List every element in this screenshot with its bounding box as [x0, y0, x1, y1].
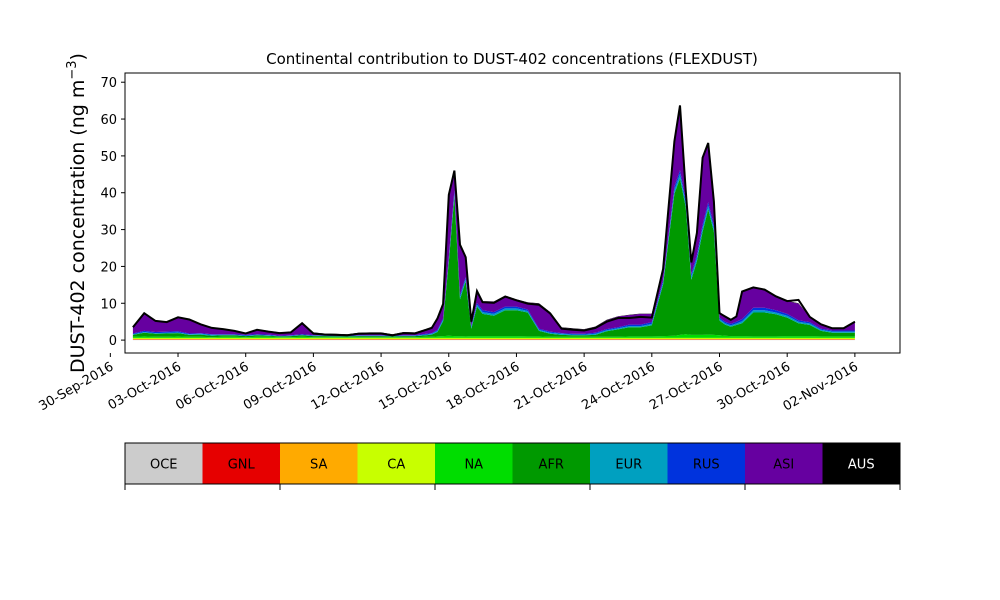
chart-title: Continental contribution to DUST-402 con…: [266, 50, 758, 68]
y-tick-label: 50: [100, 150, 117, 165]
y-tick-label: 0: [109, 334, 117, 349]
legend-label-rus: RUS: [693, 458, 720, 473]
legend-label-asi: ASI: [773, 458, 794, 473]
legend-label-oce: OCE: [150, 458, 178, 473]
legend-swatch-afr: [512, 443, 591, 484]
legend-swatch-eur: [590, 443, 668, 484]
legend-swatch-asi: [745, 443, 823, 484]
area-afr: [132, 178, 855, 338]
y-axis-ticks: 0 10 20 30 40 50 60 70: [100, 76, 125, 349]
y-tick-label: 20: [100, 260, 117, 275]
plot-area: [124, 72, 901, 354]
legend-label-sa: SA: [310, 458, 327, 473]
legend-swatch-ca: [357, 443, 436, 484]
y-tick-label: 60: [100, 113, 117, 128]
y-tick-label: 10: [100, 297, 117, 312]
y-axis-label-main: DUST-402 concentration (ng m: [67, 80, 89, 373]
legend-label-aus: AUS: [848, 458, 875, 473]
legend-swatch-sa: [280, 443, 358, 484]
plot-frame: [124, 72, 901, 354]
region-colorbar-legend: OCE GNL SA CA NA AFR EUR RUS ASI AUS: [124, 442, 901, 490]
area-asi: [132, 109, 855, 336]
y-axis-label: DUST-402 concentration (ng m−3): [65, 53, 89, 373]
legend-label-afr: AFR: [539, 458, 564, 473]
legend-frame: [124, 442, 901, 485]
area-na: [132, 334, 855, 338]
legend-swatch-rus: [667, 443, 746, 484]
y-tick-label: 70: [100, 76, 117, 91]
y-tick-label: 30: [100, 224, 117, 239]
stacked-areas: [132, 108, 855, 341]
legend-swatch-gnl: [202, 443, 281, 484]
legend-swatch-aus: [822, 443, 901, 484]
y-tick-label: 40: [100, 187, 117, 202]
y-axis-label-superscript: −3: [65, 60, 80, 79]
legend-label-na: NA: [464, 458, 483, 473]
legend-swatch-oce: [125, 443, 203, 484]
legend-label-eur: EUR: [615, 458, 642, 473]
area-ca: [132, 337, 855, 339]
legend-label-gnl: GNL: [228, 458, 256, 473]
total-concentration-line: [132, 105, 856, 337]
legend-swatch-na: [435, 443, 513, 484]
y-axis-label-close: ): [67, 53, 89, 60]
legend-label-ca: CA: [387, 458, 405, 473]
